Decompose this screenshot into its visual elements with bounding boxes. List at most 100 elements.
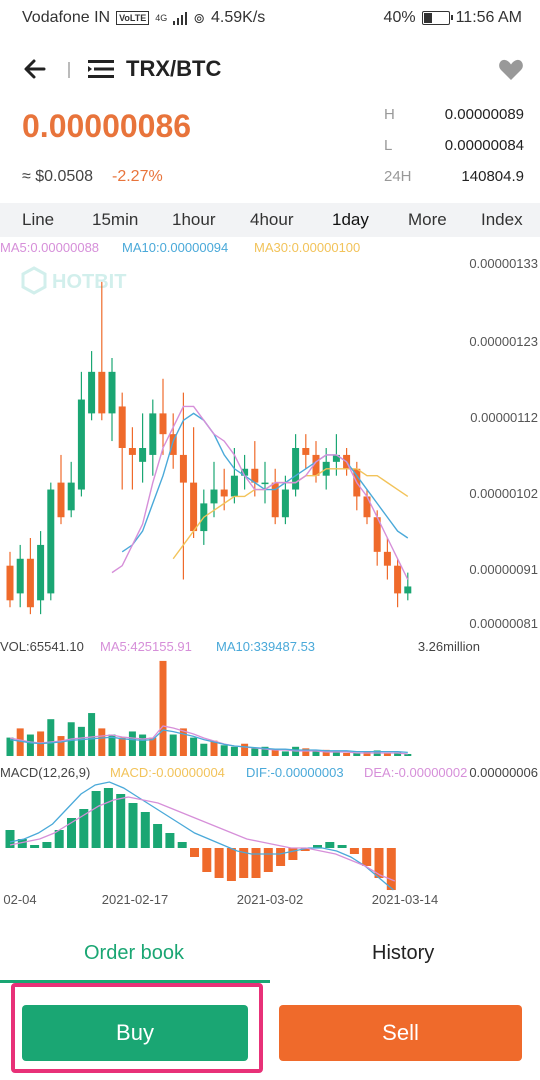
candle-body xyxy=(312,454,320,476)
sell-button[interactable]: Sell xyxy=(279,1005,522,1061)
macd-bar xyxy=(67,818,76,848)
candle-body xyxy=(77,399,85,490)
macd-bar xyxy=(362,848,372,866)
stat-label: 24H xyxy=(384,168,412,185)
stat-label: L xyxy=(384,137,393,154)
tab-1day[interactable]: 1day xyxy=(332,210,369,229)
macd-bar xyxy=(140,812,150,848)
legend-vol: VOL:65541.10 xyxy=(0,639,84,654)
date-tick: 02-04 xyxy=(3,892,36,907)
candle-body xyxy=(281,489,289,518)
legend-vol-ma5: MA5:425155.91 xyxy=(100,639,192,654)
tab-15min[interactable]: 15min xyxy=(92,210,139,229)
carrier-name: Vodafone IN xyxy=(22,9,111,26)
volume-bar xyxy=(210,740,218,756)
candle-body xyxy=(6,565,14,601)
stat-value: 0.00000089 xyxy=(444,106,524,123)
macd-bar xyxy=(300,848,310,851)
volume-bar xyxy=(98,728,106,756)
stat-high: H 0.00000089 xyxy=(384,106,524,137)
candle-body xyxy=(394,565,402,594)
hotbit-watermark: HOTBIT xyxy=(21,266,126,295)
volume-bar xyxy=(57,736,65,756)
battery-icon xyxy=(421,11,453,25)
battery-fill xyxy=(423,13,433,23)
order-tabs: Order book History xyxy=(0,936,540,984)
candle-body xyxy=(159,413,167,435)
candle-body xyxy=(261,482,269,485)
arrow-left-icon[interactable] xyxy=(22,56,48,82)
tab-4hour[interactable]: 4hour xyxy=(250,210,294,229)
usd-price: ≈ $0.0508 xyxy=(22,168,94,185)
macd-bar xyxy=(263,848,273,872)
timeframe-tabs: Line 15min 1hour 4hour 1day More Index xyxy=(0,203,540,237)
menu-icon[interactable] xyxy=(88,59,114,79)
macd-bar xyxy=(214,848,224,878)
status-left: Vodafone IN VoLTE 4G ⊚ 4.59K/s xyxy=(22,9,265,27)
tab-line[interactable]: Line xyxy=(22,210,55,229)
volume-bar xyxy=(26,734,34,756)
stat-value: 0.00000084 xyxy=(444,137,524,154)
macd-bar xyxy=(165,833,175,848)
header-divider xyxy=(68,62,70,78)
macd-bar xyxy=(5,830,15,848)
dif-line xyxy=(9,781,394,891)
stat-low: L 0.00000084 xyxy=(384,137,524,168)
macd-bar xyxy=(337,845,347,848)
buy-button-top xyxy=(22,993,248,1005)
volume-bar xyxy=(404,753,412,756)
candle-body xyxy=(363,496,371,518)
clock: 11:56 AM xyxy=(455,9,522,26)
kline-chart[interactable]: MA5:0.00000088 MA10:0.00000094 MA30:0.00… xyxy=(0,236,540,916)
moving-averages xyxy=(111,405,409,580)
macd-bar xyxy=(79,809,89,848)
volume-bar xyxy=(312,751,320,756)
macd-bar xyxy=(288,848,298,860)
price-tick: 0.00000081 xyxy=(469,616,538,631)
date-tick: 2021-03-02 xyxy=(237,892,304,907)
candle-body xyxy=(16,558,24,594)
price-tick: 0.00000133 xyxy=(469,256,538,271)
macd-bar xyxy=(325,842,335,848)
candle-body xyxy=(332,454,340,462)
tab-more[interactable]: More xyxy=(408,210,447,229)
tab-order-book[interactable]: Order book xyxy=(84,942,185,964)
tab-history[interactable]: History xyxy=(372,942,435,964)
candle-body xyxy=(67,482,75,511)
volume-bar xyxy=(179,728,187,756)
candle-body xyxy=(271,482,279,518)
volume-bar xyxy=(302,748,310,756)
hotspot-icon: ⊚ xyxy=(193,9,205,26)
macd-bar xyxy=(30,845,40,848)
price-tick: 0.00000123 xyxy=(469,334,538,349)
battery-percent: 40% xyxy=(383,9,416,26)
volume-bar xyxy=(128,731,136,756)
macd-bar xyxy=(239,848,249,878)
volume-bars xyxy=(6,660,412,756)
legend-macd: MACD:-0.00000004 xyxy=(110,765,225,780)
macd-bar xyxy=(226,848,236,881)
pair-title[interactable]: TRX/BTC xyxy=(126,56,222,81)
tab-1hour[interactable]: 1hour xyxy=(172,210,216,229)
heart-icon[interactable] xyxy=(498,58,524,82)
stat-label: H xyxy=(384,106,395,123)
volume-bar xyxy=(322,749,330,756)
candle-body xyxy=(118,406,126,448)
tab-index[interactable]: Index xyxy=(481,210,523,229)
stat-value: 140804.9 xyxy=(461,168,524,185)
candle-body xyxy=(292,448,300,490)
volume-bar xyxy=(220,745,228,756)
candle-body xyxy=(251,468,259,483)
volume-bar xyxy=(16,728,24,756)
macd-bar xyxy=(374,848,384,878)
buy-button[interactable]: Buy xyxy=(22,1005,248,1061)
vol-ma10-line xyxy=(9,729,408,754)
vol-max-label: 3.26million xyxy=(418,639,480,654)
candle-body xyxy=(37,544,45,601)
volume-bar xyxy=(118,737,126,756)
stat-volume: 24H 140804.9 xyxy=(384,168,524,199)
date-tick: 2021-03-14 xyxy=(372,892,439,907)
volume-bar xyxy=(343,752,351,756)
volume-bar xyxy=(271,749,279,756)
volume-bar xyxy=(159,660,167,756)
